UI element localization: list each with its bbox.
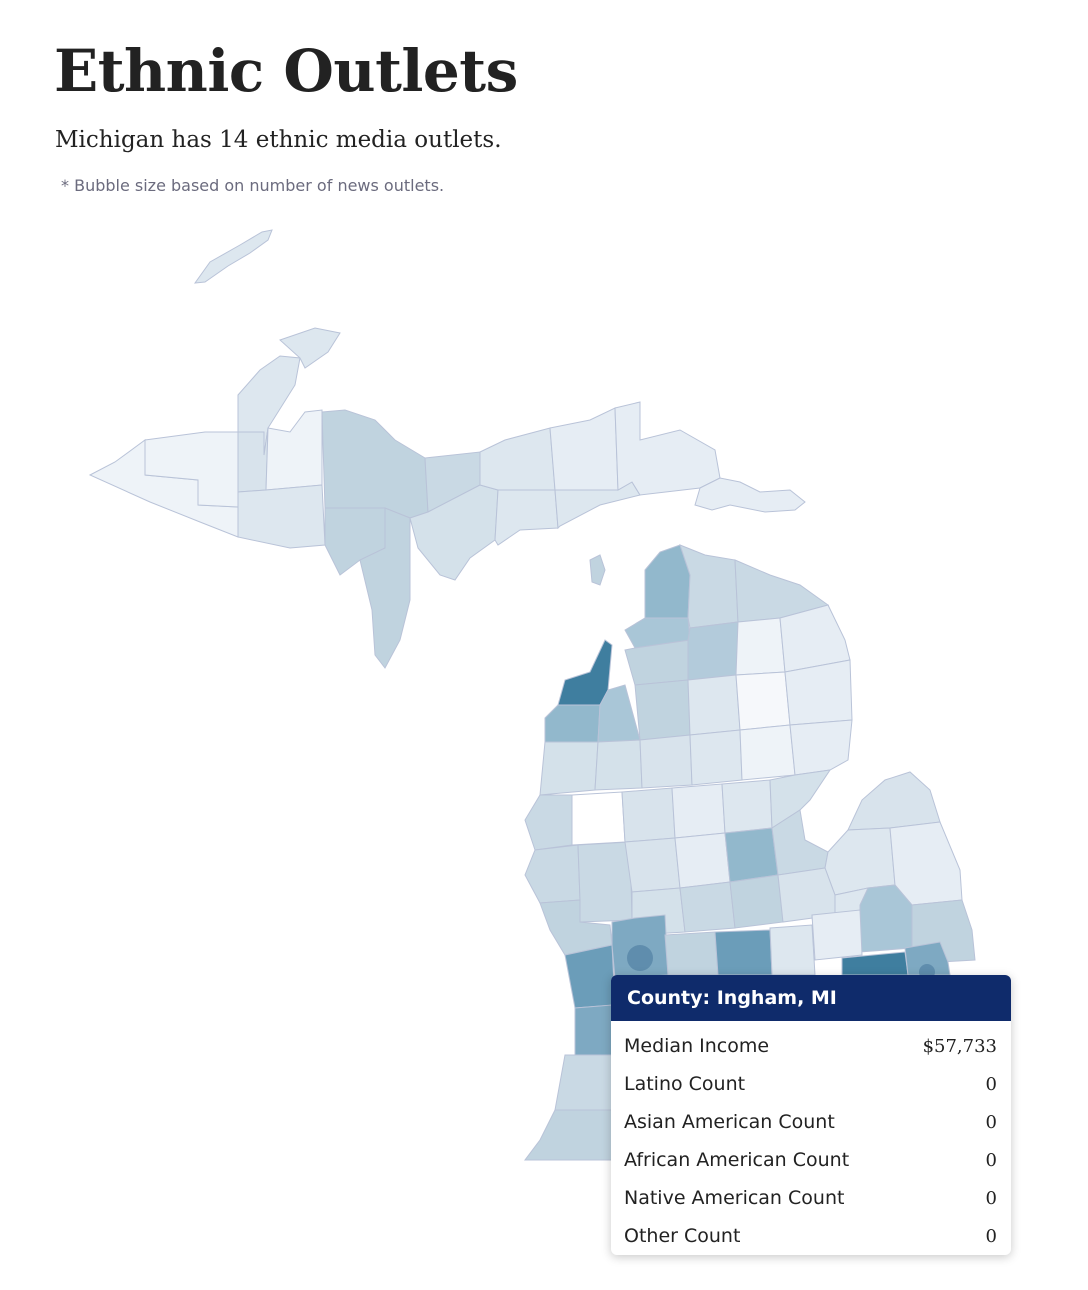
tooltip-row-asian-american-count: Asian American Count 0 (611, 1103, 1011, 1141)
county-lp-kalkaska[interactable] (634, 679, 691, 741)
row-value: 0 (985, 1073, 997, 1095)
row-value: $57,733 (922, 1035, 997, 1057)
county-up-18[interactable] (694, 477, 806, 513)
row-value: 0 (985, 1225, 997, 1247)
county-lp-midland[interactable] (724, 827, 779, 883)
county-lp-muskegon[interactable] (539, 899, 613, 956)
page-subtitle: Michigan has 14 ethnic media outlets. (55, 127, 502, 153)
county-isle-royale[interactable] (193, 229, 273, 284)
bubble-size-note: * Bubble size based on number of news ou… (61, 176, 445, 195)
county-lp-gladwin[interactable] (721, 779, 773, 834)
county-lp-isabella[interactable] (674, 832, 731, 889)
row-value: 0 (985, 1187, 997, 1209)
county-lp-otsego[interactable] (687, 621, 739, 681)
county-lp-charlevoix[interactable] (624, 617, 691, 649)
page-title: Ethnic Outlets (54, 37, 518, 105)
county-lp-oceana[interactable] (524, 844, 581, 904)
county-lp-iosco[interactable] (789, 719, 853, 776)
county-lp-sw-1[interactable] (574, 1004, 613, 1056)
row-label: Median Income (624, 1035, 770, 1057)
county-lp-tuscola[interactable] (824, 827, 896, 896)
county-lp-alpena[interactable] (779, 604, 851, 673)
county-lp-montmorency[interactable] (735, 617, 786, 676)
county-lp-mecosta[interactable] (624, 837, 681, 893)
county-lp-alcona[interactable] (784, 659, 853, 726)
row-label: Other Count (624, 1225, 741, 1247)
tooltip-row-african-american-count: African American Count 0 (611, 1141, 1011, 1179)
county-up-10[interactable] (359, 507, 411, 669)
county-lp-crawford[interactable] (687, 674, 741, 736)
county-lp-oscoda[interactable] (735, 671, 791, 731)
county-lp-ottawa[interactable] (564, 944, 616, 1009)
county-up-14[interactable] (494, 489, 559, 546)
county-lp-wayne[interactable] (904, 941, 951, 976)
county-lp-wexford[interactable] (594, 739, 643, 791)
county-up-13[interactable] (479, 427, 556, 491)
county-up-4[interactable] (237, 427, 269, 493)
tooltip-row-latino-count: Latino Count 0 (611, 1065, 1011, 1103)
county-lp-newaygo[interactable] (577, 841, 633, 923)
row-value: 0 (985, 1111, 997, 1133)
county-lp-benzie[interactable] (544, 704, 601, 743)
county-up-6[interactable] (265, 409, 323, 491)
county-up-5[interactable] (279, 327, 341, 369)
tooltip-row-other-count: Other Count 0 (611, 1217, 1011, 1255)
row-label: Asian American Count (624, 1111, 835, 1133)
row-label: Latino Count (624, 1073, 746, 1095)
row-label: Native American Count (624, 1187, 845, 1209)
county-lp-shiawassee[interactable] (769, 924, 816, 976)
county-lp-roscommon[interactable] (689, 729, 743, 786)
county-lp-grand-traverse[interactable] (597, 684, 641, 743)
county-lp-livingston[interactable] (811, 909, 863, 961)
tooltip-row-native-american-count: Native American Count 0 (611, 1179, 1011, 1217)
county-lp-gratiot[interactable] (679, 881, 736, 933)
county-lp-saginaw[interactable] (729, 874, 784, 929)
tooltip-row-median-income: Median Income $57,733 (611, 1027, 1011, 1065)
county-up-8[interactable] (321, 409, 429, 519)
county-lp-ogemaw[interactable] (739, 724, 796, 781)
county-up-2[interactable] (144, 431, 239, 508)
county-lp-huron[interactable] (847, 771, 941, 831)
county-lp-osceola[interactable] (621, 787, 676, 843)
county-tooltip: County: Ingham, MI Median Income $57,733… (611, 975, 1011, 1255)
row-value: 0 (985, 1149, 997, 1171)
county-lp-mason[interactable] (524, 794, 573, 851)
county-lp-leelanau[interactable] (557, 639, 613, 706)
county-lp-ionia[interactable] (664, 931, 719, 976)
row-label: African American Count (624, 1149, 850, 1171)
county-lp-lake[interactable] (571, 791, 626, 846)
county-lp-missaukee[interactable] (639, 734, 693, 789)
county-up-17[interactable] (614, 401, 721, 496)
tooltip-title: County: Ingham, MI (611, 975, 1011, 1021)
county-up-15[interactable] (549, 407, 619, 491)
outlet-bubble[interactable] (627, 945, 653, 971)
county-lp-clinton[interactable] (714, 929, 773, 976)
county-lp-sw-2[interactable] (554, 1054, 613, 1111)
county-lp-manistee[interactable] (539, 741, 599, 796)
county-up-7[interactable] (237, 484, 326, 549)
county-lp-sw-3[interactable] (524, 1109, 613, 1161)
county-lp-clare[interactable] (671, 783, 726, 839)
county-island[interactable] (589, 554, 606, 586)
